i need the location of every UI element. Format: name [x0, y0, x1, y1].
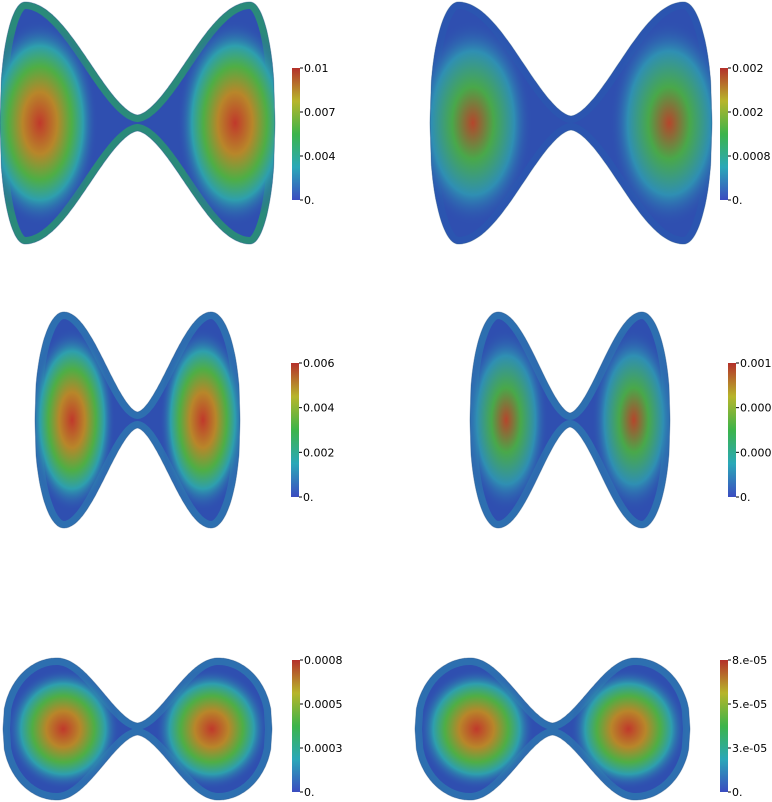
- surface: [29, 312, 246, 528]
- surface-lobe: [592, 328, 676, 512]
- surface: [414, 2, 729, 244]
- colorbar: [720, 660, 728, 792]
- colorbar-label: 3.e-05: [732, 742, 767, 755]
- surface: [3, 658, 272, 800]
- colorbar-label: 0.007: [304, 106, 336, 119]
- colorbar-label: 0.0003: [740, 446, 772, 459]
- colorbar-label: 0.002: [303, 446, 335, 459]
- surface: [415, 658, 690, 800]
- colorbar-label: 0.0008: [732, 150, 771, 163]
- colorbar-label: 0.: [732, 786, 743, 799]
- surface-lobe: [7, 669, 120, 790]
- colorbar: [292, 660, 300, 792]
- colorbar-label: 0.: [303, 491, 314, 504]
- surface-lobe: [0, 20, 98, 226]
- colorbar-label: 0.: [304, 194, 315, 207]
- colorbar-label: 0.: [304, 786, 315, 799]
- surface-lobe: [419, 669, 534, 790]
- colorbar-label: 8.e-05: [732, 654, 767, 667]
- colorbar-label: 5.e-05: [732, 698, 767, 711]
- surface-lobe: [29, 328, 115, 512]
- colorbar-label: 0.0003: [304, 742, 343, 755]
- surface: [0, 2, 293, 244]
- surface: [464, 312, 676, 528]
- colorbar-label: 0.: [740, 491, 751, 504]
- colorbar-label: 0.0005: [304, 698, 343, 711]
- colorbar-label: 0.004: [304, 150, 336, 163]
- colorbar-label: 0.004: [303, 402, 335, 415]
- surface-lobe: [160, 328, 246, 512]
- colorbar-label: 0.002: [732, 62, 764, 75]
- colorbar: [720, 68, 728, 200]
- colorbar-label: 0.: [732, 194, 743, 207]
- colorbar: [728, 363, 736, 497]
- colorbar-label: 0.002: [732, 106, 764, 119]
- surface-lobe: [464, 328, 548, 512]
- colorbar-label: 0.006: [303, 357, 335, 370]
- surface-lobe: [155, 669, 268, 790]
- colorbar-label: 0.01: [304, 62, 329, 75]
- colorbar-label: 0.0007: [740, 402, 772, 415]
- surface-lobe: [177, 20, 293, 226]
- surface-lobe: [414, 20, 532, 226]
- colorbar-label: 0.0008: [304, 654, 343, 667]
- colorbar: [291, 363, 299, 497]
- surface-lobe: [571, 669, 687, 790]
- colorbar-label: 0.001: [740, 357, 772, 370]
- figure: 0.01 0.007 0.004 0. 0.002 0.002 0.0008 0. 0.006 0…: [0, 0, 772, 802]
- surface-lobe: [610, 20, 728, 226]
- colorbar: [292, 68, 300, 200]
